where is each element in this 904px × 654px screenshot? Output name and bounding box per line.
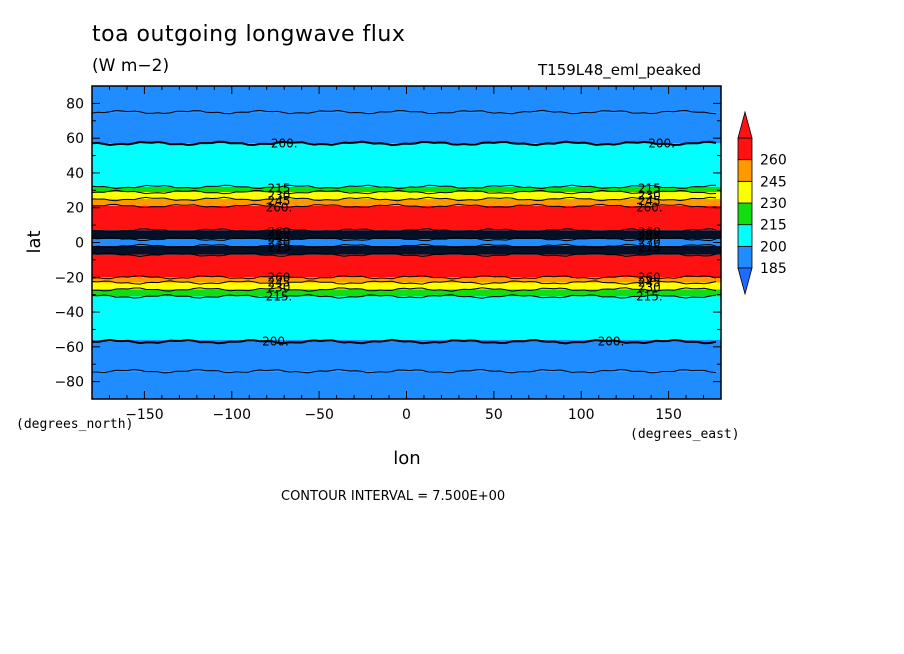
contour-label: 260	[638, 270, 661, 284]
y-tick-label: 0	[75, 236, 84, 252]
y-tick-label: 40	[66, 166, 84, 182]
band-13	[92, 289, 721, 297]
contour-label: 215	[267, 241, 290, 255]
y-tick-label: −40	[54, 305, 84, 321]
x-tick-label: 50	[485, 407, 503, 423]
contour-label: 245	[267, 230, 290, 244]
colorbar-label: 200	[760, 239, 787, 255]
chart-units: (W m−2)	[92, 56, 170, 76]
contour-label: 260.	[266, 201, 293, 215]
contour-label: 200.	[648, 136, 675, 150]
colorbar-segment	[737, 245, 753, 269]
contour-label: 230	[638, 189, 661, 203]
contour-line	[92, 196, 717, 202]
y-tick-label: 60	[66, 131, 84, 147]
band-6	[92, 205, 721, 231]
y-tick-label: −80	[54, 375, 84, 391]
contour-line	[92, 189, 717, 195]
contour-line	[92, 203, 717, 209]
band-8	[92, 239, 721, 246]
x-tick-label: 150	[655, 407, 682, 423]
band-10	[92, 254, 721, 278]
y-axis-label: lat	[24, 230, 45, 253]
colorbar-segment	[737, 137, 753, 161]
contour-label: 200.	[598, 335, 625, 349]
contour-label: 230	[267, 281, 290, 295]
contour-line	[92, 109, 717, 115]
x-tick-label: −50	[304, 407, 334, 423]
contour-label: 260	[267, 270, 290, 284]
contour-label: 245	[267, 275, 290, 289]
contour-label: 200.	[271, 136, 298, 150]
contour-label: 215.	[266, 289, 293, 303]
contour-label: 230	[267, 189, 290, 203]
colorbar-label: 215	[760, 218, 787, 234]
contour-line	[92, 287, 717, 292]
colorbar-upper-arrow	[737, 110, 753, 139]
contour-line	[92, 280, 717, 285]
band-4	[92, 192, 721, 200]
contour-label: 260	[267, 225, 290, 239]
colorbar-segment	[737, 159, 753, 182]
colorbar-segment	[737, 180, 753, 204]
contour-line	[92, 368, 717, 374]
colorbar-label: 185	[760, 261, 787, 277]
y-tick-label: −60	[54, 340, 84, 356]
contour-line	[92, 294, 717, 299]
contour-line-thick	[92, 338, 717, 345]
band-3	[92, 186, 721, 193]
colorbar-lower-arrow	[737, 267, 753, 296]
contour-label: 215	[638, 182, 661, 196]
contour-line-thick	[92, 140, 717, 147]
contour-label: 200.	[262, 335, 289, 349]
contour-label: 215.	[636, 289, 663, 303]
contour-label: 230	[638, 281, 661, 295]
run-name: T159L48_eml_peaked	[538, 61, 702, 79]
contour-interval: CONTOUR INTERVAL = 7.500E+00	[281, 489, 506, 504]
contour-label: 215	[267, 182, 290, 196]
band-11	[92, 277, 721, 283]
chart-title: toa outgoing longwave flux	[92, 22, 406, 47]
x-axis-label: lon	[393, 448, 420, 469]
contour-label: 245	[638, 275, 661, 289]
contour-label: 245	[638, 194, 661, 208]
colorbar-label: 245	[760, 174, 787, 190]
contour-label: 230	[267, 236, 290, 250]
contour-label: 260.	[636, 201, 663, 215]
contour-label: 245	[267, 194, 290, 208]
x-units-label: (degrees_east)	[630, 427, 740, 442]
y-units-label: (degrees_north)	[16, 417, 133, 432]
y-tick-label: 80	[66, 96, 84, 112]
contour-dense-north	[92, 230, 721, 240]
band-2	[92, 143, 721, 187]
contour-dense-south	[92, 245, 721, 255]
contour-label: 260	[638, 225, 661, 239]
contour-line	[92, 274, 717, 280]
colorbar-segment	[737, 224, 753, 247]
contour-label: 245	[638, 230, 661, 244]
band-14	[92, 296, 721, 340]
contour-line	[92, 184, 717, 190]
x-tick-label: 0	[402, 407, 411, 423]
band-1	[92, 112, 721, 144]
contour-label: 230	[638, 236, 661, 250]
colorbar-segment	[737, 202, 753, 226]
y-tick-label: −20	[54, 270, 84, 286]
contour-label: 215	[638, 241, 661, 255]
x-tick-label: −100	[213, 407, 251, 423]
x-tick-label: 100	[568, 407, 595, 423]
y-tick-label: 20	[66, 201, 84, 217]
band-15	[92, 339, 721, 372]
colorbar-label: 230	[760, 196, 787, 212]
colorbar-label: 260	[760, 153, 787, 169]
band-12	[92, 282, 721, 290]
band-5	[92, 199, 721, 206]
x-tick-label: −150	[125, 407, 163, 423]
